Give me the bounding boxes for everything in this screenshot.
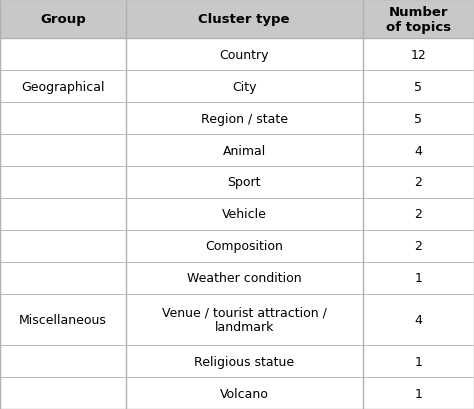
Bar bbox=[0, 39, 474, 71]
Text: 4: 4 bbox=[414, 313, 422, 326]
Text: Country: Country bbox=[219, 49, 269, 62]
Text: 5: 5 bbox=[414, 81, 422, 94]
Text: Number
of topics: Number of topics bbox=[386, 6, 451, 34]
Bar bbox=[0, 230, 474, 262]
Bar bbox=[0, 198, 474, 230]
Text: Group: Group bbox=[40, 13, 86, 26]
Text: 12: 12 bbox=[410, 49, 426, 62]
Text: Volcano: Volcano bbox=[219, 387, 269, 400]
Text: 2: 2 bbox=[414, 208, 422, 221]
Text: Animal: Animal bbox=[222, 144, 266, 157]
Text: Composition: Composition bbox=[205, 240, 283, 253]
Bar bbox=[0, 103, 474, 135]
Text: Geographical: Geographical bbox=[21, 81, 105, 94]
Bar bbox=[0, 294, 474, 345]
Bar bbox=[0, 135, 474, 166]
Text: Miscellaneous: Miscellaneous bbox=[19, 313, 107, 326]
Bar bbox=[0, 262, 474, 294]
Text: 1: 1 bbox=[414, 272, 422, 284]
Bar bbox=[0, 0, 474, 39]
Bar bbox=[0, 71, 474, 103]
Text: 1: 1 bbox=[414, 355, 422, 368]
Bar bbox=[0, 166, 474, 198]
Text: City: City bbox=[232, 81, 256, 94]
Text: Sport: Sport bbox=[228, 176, 261, 189]
Bar bbox=[0, 345, 474, 377]
Text: 5: 5 bbox=[414, 112, 422, 125]
Text: 2: 2 bbox=[414, 240, 422, 253]
Text: Venue / tourist attraction /
landmark: Venue / tourist attraction / landmark bbox=[162, 306, 327, 334]
Text: 2: 2 bbox=[414, 176, 422, 189]
Text: Weather condition: Weather condition bbox=[187, 272, 301, 284]
Text: 1: 1 bbox=[414, 387, 422, 400]
Text: 4: 4 bbox=[414, 144, 422, 157]
Bar bbox=[0, 377, 474, 409]
Text: Vehicle: Vehicle bbox=[222, 208, 266, 221]
Text: Region / state: Region / state bbox=[201, 112, 288, 125]
Text: Cluster type: Cluster type bbox=[198, 13, 290, 26]
Text: Religious statue: Religious statue bbox=[194, 355, 294, 368]
